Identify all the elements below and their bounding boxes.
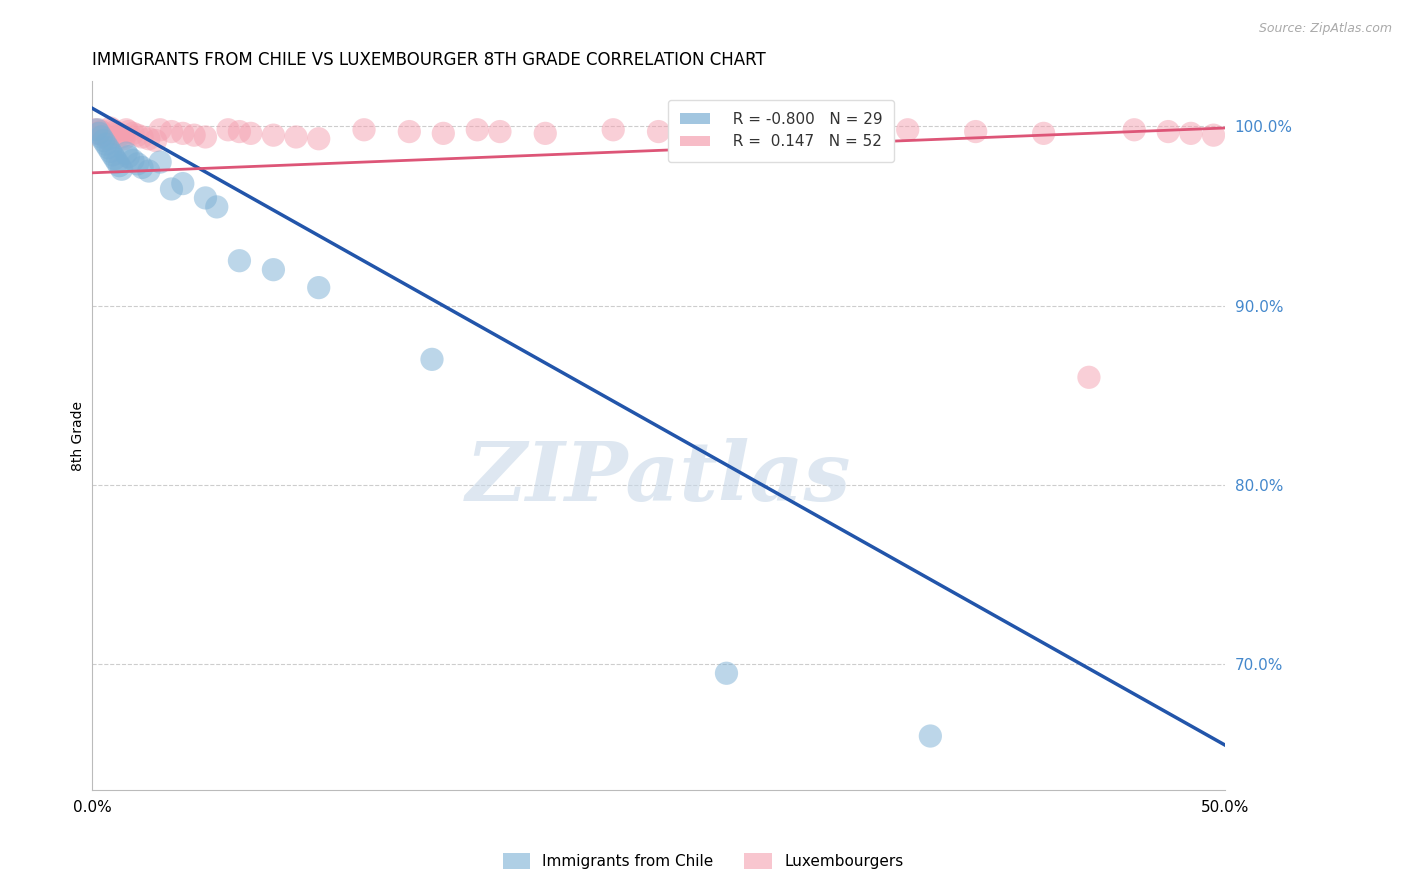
Point <box>1202 128 1225 143</box>
Point <box>965 124 987 138</box>
Point <box>228 124 250 138</box>
Point <box>465 122 488 136</box>
Point <box>138 164 160 178</box>
Point <box>1157 124 1180 138</box>
Point <box>920 729 942 743</box>
Point <box>117 150 139 164</box>
Point <box>262 262 284 277</box>
Point <box>111 130 134 145</box>
Point <box>104 124 127 138</box>
Point <box>194 130 217 145</box>
Point <box>127 157 149 171</box>
Point <box>122 153 145 168</box>
Point <box>90 130 112 145</box>
Point <box>160 182 183 196</box>
Point <box>239 127 262 141</box>
Point <box>228 253 250 268</box>
Point <box>149 122 172 136</box>
Point <box>1180 127 1202 141</box>
Point <box>131 161 153 175</box>
Point <box>98 120 121 135</box>
Text: IMMIGRANTS FROM CHILE VS LUXEMBOURGER 8TH GRADE CORRELATION CHART: IMMIGRANTS FROM CHILE VS LUXEMBOURGER 8T… <box>93 51 766 69</box>
Point <box>108 128 131 143</box>
Point <box>262 128 284 143</box>
Point <box>122 127 145 141</box>
Y-axis label: 8th Grade: 8th Grade <box>72 401 86 471</box>
Point <box>172 177 194 191</box>
Point <box>93 134 115 148</box>
Point <box>647 124 669 138</box>
Point <box>602 122 624 136</box>
Point <box>86 122 108 136</box>
Point <box>160 124 183 138</box>
Point <box>489 124 512 138</box>
Point <box>105 127 128 141</box>
Text: Source: ZipAtlas.com: Source: ZipAtlas.com <box>1258 22 1392 36</box>
Point <box>101 148 124 162</box>
Point <box>534 127 557 141</box>
Text: ZIPatlas: ZIPatlas <box>465 438 851 518</box>
Point <box>90 124 112 138</box>
Point <box>217 122 239 136</box>
Point <box>205 200 228 214</box>
Point <box>86 127 108 141</box>
Point <box>97 141 120 155</box>
Point <box>115 146 138 161</box>
Point <box>432 127 454 141</box>
Point <box>112 132 135 146</box>
Point <box>145 134 167 148</box>
Point <box>94 130 117 145</box>
Point <box>183 128 205 143</box>
Point <box>93 128 115 143</box>
Point <box>101 122 124 136</box>
Point <box>1123 122 1146 136</box>
Point <box>398 124 420 138</box>
Point <box>87 122 110 136</box>
Point <box>172 127 194 141</box>
Point <box>131 130 153 145</box>
Point <box>738 122 761 136</box>
Point <box>104 152 127 166</box>
Legend: Immigrants from Chile, Luxembourgers: Immigrants from Chile, Luxembourgers <box>496 847 910 875</box>
Point <box>194 191 217 205</box>
Point <box>94 137 117 152</box>
Point <box>420 352 443 367</box>
Point <box>87 127 110 141</box>
Point <box>783 124 806 138</box>
Point <box>149 155 172 169</box>
Point <box>97 132 120 146</box>
Point <box>108 159 131 173</box>
Point <box>98 145 121 159</box>
Point <box>115 122 138 136</box>
Point <box>308 280 330 294</box>
Point <box>308 132 330 146</box>
Point <box>716 666 738 681</box>
Point <box>285 130 308 145</box>
Point <box>1032 127 1054 141</box>
Point <box>117 124 139 138</box>
Point <box>693 127 716 141</box>
Point <box>127 128 149 143</box>
Point <box>111 162 134 177</box>
Point <box>138 132 160 146</box>
Legend:   R = -0.800   N = 29,   R =  0.147   N = 52: R = -0.800 N = 29, R = 0.147 N = 52 <box>668 100 894 161</box>
Point <box>105 155 128 169</box>
Point <box>897 122 920 136</box>
Point <box>83 122 105 136</box>
Point <box>828 127 851 141</box>
Point <box>1077 370 1099 384</box>
Point <box>353 122 375 136</box>
